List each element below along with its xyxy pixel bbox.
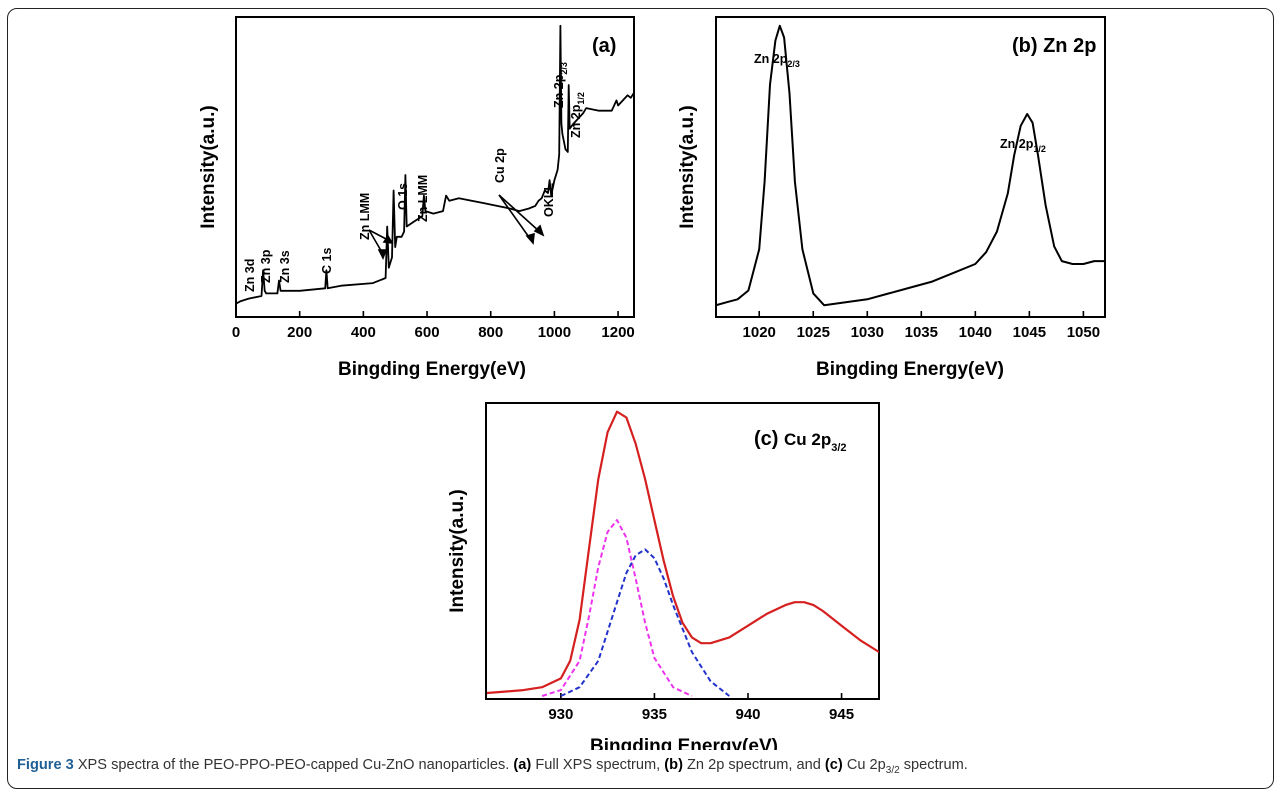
panel-c-spectra xyxy=(487,410,879,697)
annotation-zn-lmm-1: Zn LMM xyxy=(358,193,372,240)
annotation-zn-3p: Zn 3p xyxy=(259,249,273,283)
annotation-zn-3s: Zn 3s xyxy=(278,250,292,283)
panel-a-spectrum xyxy=(237,24,634,305)
cu-2p-component-1-line xyxy=(541,519,693,697)
caption-a-tag: (a) xyxy=(513,757,532,773)
cu-2p-component-2-line xyxy=(560,548,730,697)
caption-label: Figure 3 xyxy=(17,757,74,773)
panel-b-spectrum xyxy=(717,24,1105,307)
panel-b-x-tick-label: 1020 xyxy=(743,324,776,341)
caption-c-end: spectrum. xyxy=(903,757,968,773)
panel-c: 930 935 940 945 (c) Cu 2p3/2 Bingding Energ… xyxy=(447,402,880,750)
caption-c-sub: 3/2 xyxy=(885,764,900,776)
panel-a-x-tick-label: 200 xyxy=(287,324,312,341)
figure-canvas: 0 200 400 600 800 1000 1200 (a) Bingding Energ… xyxy=(198,16,1106,750)
panel-c-x-tick-label: 930 xyxy=(548,706,573,723)
caption-a-text: Full XPS spectrum, xyxy=(535,757,661,773)
panel-c-x-ticks: 930 935 940 945 xyxy=(548,693,854,723)
panel-a-x-tick-label: 0 xyxy=(232,324,240,341)
caption-intro: XPS spectra of the PEO-PPO-PEO-capped Cu… xyxy=(77,757,510,773)
panel-a-x-tick-label: 1000 xyxy=(538,324,571,341)
survey-spectrum-line xyxy=(237,24,634,305)
panel-b-x-ticks: 1020 1025 1030 1035 1040 1045 1050 xyxy=(743,311,1100,341)
panel-a-axes-box xyxy=(235,16,635,318)
panel-c-label: (c) Cu 2p3/2 xyxy=(754,428,847,454)
panel-c-x-tick-label: 940 xyxy=(735,706,760,723)
panel-a-x-tick-label: 600 xyxy=(415,324,440,341)
annotation-c-1s: C 1s xyxy=(320,248,334,274)
panel-b-x-tick-label: 1040 xyxy=(959,324,992,341)
figure-caption: Figure 3 XPS spectra of the PEO-PPO-PEO-… xyxy=(17,757,1272,776)
cu-2p-fit-envelope-line xyxy=(487,410,879,695)
panel-a: 0 200 400 600 800 1000 1200 (a) Bingding Energ… xyxy=(198,16,635,380)
panel-a-x-tick-label: 1200 xyxy=(601,324,634,341)
panel-b-axes-box xyxy=(715,16,1106,318)
annotation-zn-2p23-b: Zn 2p2/3 xyxy=(754,52,800,69)
annotation-zn-3d: Zn 3d xyxy=(243,259,257,292)
panel-c-y-axis-label: Intensity(a.u.) xyxy=(447,489,468,613)
panel-a-annotation-arrows xyxy=(368,194,545,260)
panel-a-x-tick-label: 800 xyxy=(478,324,503,341)
panel-b-x-axis-label: Bingding Energy(eV) xyxy=(816,359,1004,380)
annotation-o-1s: O 1s xyxy=(396,183,410,210)
annotation-zn-2p23-a: Zn 2p2/3 xyxy=(552,62,569,108)
caption-b-tag: (b) xyxy=(664,757,683,773)
caption-c-tag: (c) xyxy=(824,757,843,773)
annotation-zn-2p12-a: Zn 2p1/2 xyxy=(569,92,586,138)
annotation-cu-2p: Cu 2p xyxy=(493,148,507,183)
panel-a-label: (a) xyxy=(592,35,616,57)
panel-b: 1020 1025 1030 1035 1040 1045 1050 (b) Zn 2p B… xyxy=(677,16,1106,380)
caption-c-text: Cu 2p xyxy=(846,757,886,773)
panel-b-x-tick-label: 1050 xyxy=(1067,324,1100,341)
panel-c-x-tick-label: 935 xyxy=(642,706,667,723)
panel-b-x-tick-label: 1025 xyxy=(797,324,830,341)
panel-a-x-axis-label: Bingding Energy(eV) xyxy=(338,359,526,380)
panel-a-y-axis-label: Intensity(a.u.) xyxy=(198,105,219,229)
figure-frame xyxy=(7,8,1274,789)
panel-b-x-tick-label: 1030 xyxy=(851,324,884,341)
panel-b-x-tick-label: 1045 xyxy=(1013,324,1046,341)
panel-c-x-tick-label: 945 xyxy=(829,706,854,723)
annotation-zn-2p12-b: Zn 2p1/2 xyxy=(1000,137,1046,154)
panel-c-x-axis-label: Bingding Energy(eV) xyxy=(590,736,778,750)
panel-a-x-ticks: 0 200 400 600 800 1000 1200 xyxy=(232,311,635,341)
caption-b-text: Zn 2p spectrum, and xyxy=(687,757,821,773)
annotation-zn-lmm-2: Zn LMM xyxy=(416,175,430,222)
panel-b-label: (b) Zn 2p xyxy=(1012,35,1096,57)
panel-c-axes-box xyxy=(485,402,880,700)
panel-b-y-axis-label: Intensity(a.u.) xyxy=(677,105,698,229)
panel-b-x-tick-label: 1035 xyxy=(905,324,938,341)
panel-a-x-tick-label: 400 xyxy=(351,324,376,341)
zn-2p-spectrum-line xyxy=(717,24,1105,307)
annotation-okll: OKLL xyxy=(542,183,556,217)
